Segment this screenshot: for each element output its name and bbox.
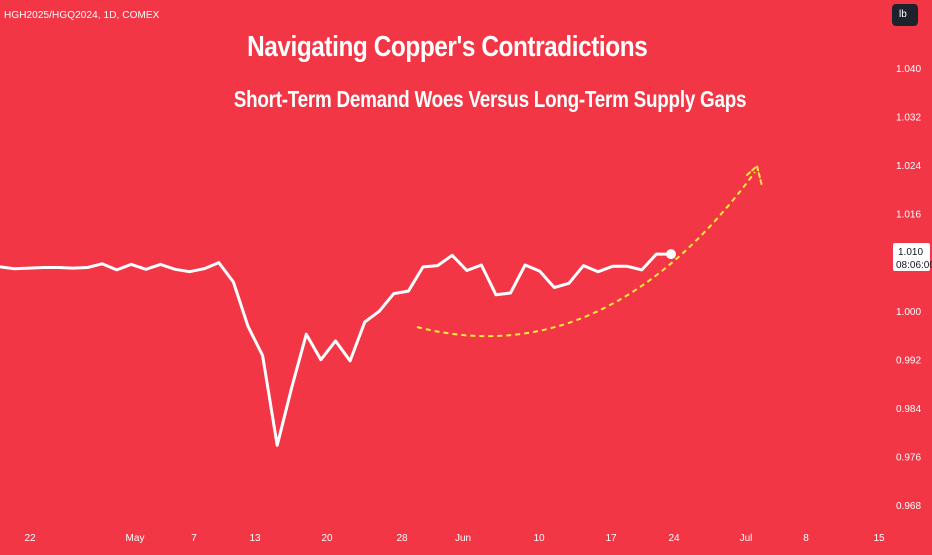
time-tick-label: 28 — [396, 533, 408, 544]
time-tick-label: 24 — [668, 533, 680, 544]
dashed-curve — [416, 171, 756, 338]
symbol-label[interactable]: HGH2025/HGQ2024, 1D, COMEX — [4, 10, 160, 21]
last-price-badge: 1.010 08:06:00 — [893, 243, 932, 271]
time-tick-label: 10 — [533, 533, 545, 544]
last-price-value: 1.010 — [898, 247, 923, 258]
price-tick-label: 0.976 — [896, 452, 921, 463]
price-tick-label: 1.016 — [896, 210, 921, 221]
time-tick-label: 17 — [605, 533, 617, 544]
last-price-dot — [666, 249, 676, 260]
time-tick-label: Jun — [455, 533, 471, 544]
price-tick-label: 0.992 — [896, 355, 921, 366]
time-tick-label: 15 — [873, 533, 885, 544]
trend-arrow-annotation — [416, 165, 763, 338]
price-tick-label: 0.968 — [896, 501, 921, 512]
unit-button[interactable]: lb — [892, 4, 918, 26]
time-tick-label: 13 — [249, 533, 261, 544]
chart-subtitle: Short-Term Demand Woes Versus Long-Term … — [233, 86, 747, 112]
price-line-series — [0, 252, 673, 447]
time-tick-label: 8 — [803, 533, 809, 544]
price-tick-label: 1.000 — [896, 307, 921, 318]
time-tick-label: 20 — [321, 533, 333, 544]
time-tick-label: May — [126, 533, 145, 544]
price-tick-label: 1.024 — [896, 161, 921, 172]
time-tick-label: 22 — [24, 533, 36, 544]
time-scale[interactable]: 22 May 7 13 20 28 Jun 10 17 24 Jul 8 15 — [24, 533, 885, 544]
price-scale[interactable]: 1.040 1.032 1.024 1.016 1.000 0.992 0.984 0.976… — [896, 64, 921, 512]
bar-countdown: 08:06:00 — [896, 260, 932, 271]
time-tick-label: 7 — [191, 533, 197, 544]
price-tick-label: 1.032 — [896, 113, 921, 124]
price-tick-label: 1.040 — [896, 64, 921, 75]
time-tick-label: Jul — [740, 533, 753, 544]
price-tick-label: 0.984 — [896, 404, 921, 415]
arrow-head-icon — [746, 165, 763, 187]
chart-title: Navigating Copper's Contradictions — [247, 31, 648, 63]
